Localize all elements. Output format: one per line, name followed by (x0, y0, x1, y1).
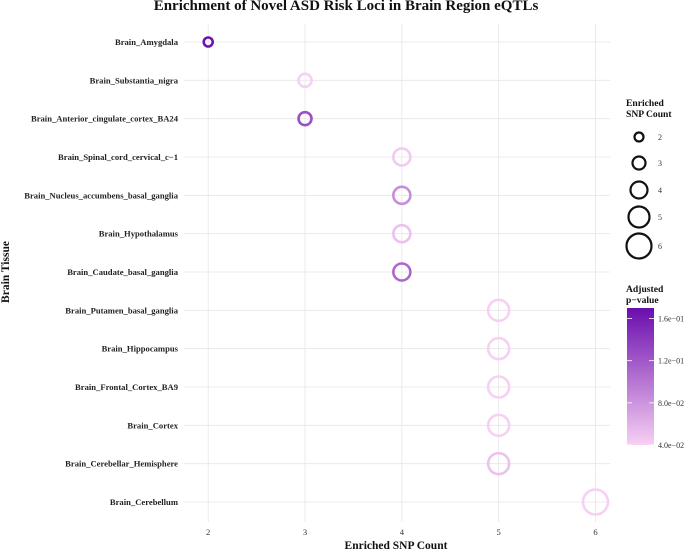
y-tick-label: Brain_Cerebellum (110, 497, 179, 507)
size-legend-label: 4 (658, 186, 662, 195)
y-tick-label: Brain_Amygdala (115, 37, 179, 47)
color-legend-bar (627, 308, 654, 445)
color-legend-label: 1.6e−01 (658, 315, 684, 324)
color-legend-label: 8.0e−02 (658, 399, 684, 408)
y-tick-label: Brain_Hippocampus (102, 344, 179, 354)
y-tick-label: Brain_Frontal_Cortex_BA9 (75, 382, 178, 392)
color-legend-label: 4.0e−02 (658, 441, 684, 450)
x-tick-label: 6 (593, 527, 598, 537)
data-point (392, 223, 412, 244)
y-tick-label: Brain_Putamen_basal_ganglia (65, 305, 178, 315)
size-legend-label: 2 (658, 133, 662, 142)
data-point (392, 185, 412, 206)
size-legend-key (631, 155, 647, 171)
size-legend-label: 6 (658, 242, 662, 251)
size-legend-key (633, 131, 645, 143)
y-tick-label: Brain_Hypothalamus (99, 229, 179, 239)
data-point (486, 375, 511, 399)
chart-title: Enrichment of Novel ASD Risk Loci in Bra… (154, 0, 539, 14)
y-tick-label: Brain_Anterior_cingulate_cortex_BA24 (31, 114, 179, 124)
x-tick-labels: 2 3 4 5 6 (206, 527, 598, 537)
y-tick-labels: Brain_Amygdala Brain_Substantia_nigra Brai… (24, 37, 179, 507)
data-point (392, 262, 412, 282)
size-legend-title: Enriched (626, 98, 665, 109)
size-legend-label: 3 (658, 159, 662, 168)
size-legend-key (625, 232, 653, 260)
y-tick-label: Brain_Spinal_cord_cervical_c−1 (58, 152, 178, 162)
data-point (202, 36, 215, 48)
size-legend-key (627, 205, 651, 229)
size-legend-key (629, 180, 649, 200)
color-legend-title: Adjusted (626, 284, 664, 295)
x-tick-label: 4 (400, 527, 405, 537)
y-tick-label: Brain_Substantia_nigra (90, 75, 179, 85)
y-axis-title: Brain Tissue (0, 241, 12, 303)
size-legend-label: 5 (658, 213, 662, 222)
data-point (297, 110, 313, 127)
x-tick-label: 5 (497, 527, 501, 537)
data-point (392, 147, 412, 167)
data-point (486, 336, 511, 361)
data-points (202, 36, 610, 516)
x-tick-label: 3 (303, 527, 307, 537)
x-axis-title: Enriched SNP Count (345, 540, 448, 550)
data-point (486, 413, 511, 438)
gridlines (184, 24, 610, 522)
color-legend-label: 1.2e−01 (658, 357, 684, 366)
data-point (297, 72, 313, 89)
y-tick-label: Brain_Caudate_basal_ganglia (67, 267, 178, 277)
data-point (581, 488, 610, 516)
size-legend-title: SNP Count (626, 109, 672, 120)
y-tick-label: Brain_Cortex (127, 420, 178, 430)
color-legend-title: p−value (626, 295, 659, 306)
data-point (486, 451, 511, 476)
x-tick-label: 2 (206, 527, 210, 537)
data-point (486, 298, 511, 323)
y-tick-label: Brain_Nucleus_accumbens_basal_ganglia (24, 190, 178, 200)
y-tick-label: Brain_Cerebellar_Hemisphere (65, 459, 178, 469)
